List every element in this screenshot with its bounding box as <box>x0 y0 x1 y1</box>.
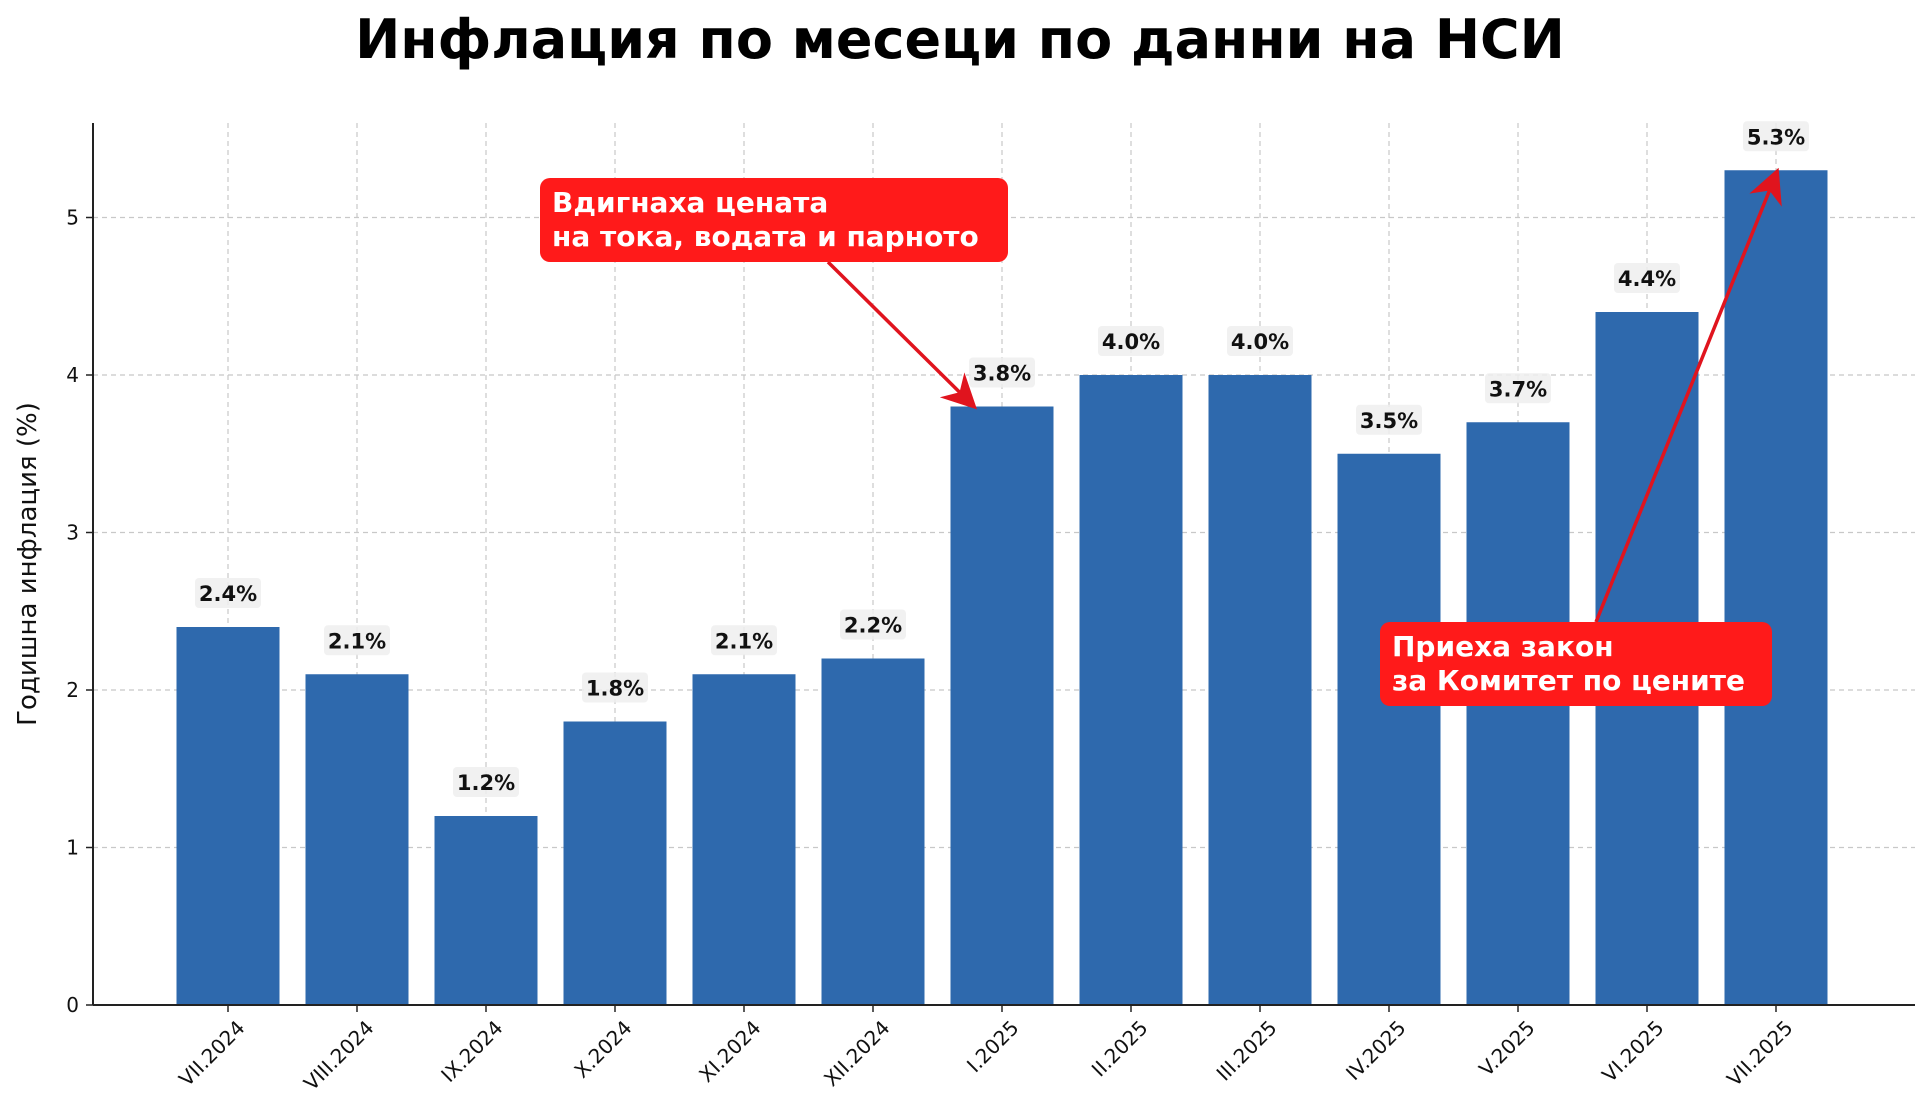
data-label: 3.5% <box>1360 409 1418 433</box>
data-label-bg <box>840 609 906 640</box>
annotation-text: Приеха закон <box>1392 630 1614 663</box>
data-label: 2.1% <box>715 629 773 653</box>
annotation-text: на тока, водата и парното <box>552 220 979 253</box>
data-label-bg <box>1227 326 1293 356</box>
x-tick-label: VII.2025 <box>1722 1016 1797 1091</box>
annotation-box <box>540 178 1008 262</box>
bar <box>1337 453 1441 1005</box>
y-tick-label: 5 <box>66 206 79 230</box>
x-tick-label: XII.2024 <box>819 1016 894 1091</box>
y-tick-label: 1 <box>66 836 79 860</box>
data-label: 2.2% <box>844 614 902 638</box>
data-label-bg <box>1485 373 1551 404</box>
y-tick-label: 4 <box>66 363 79 387</box>
x-tick-label: VIII.2024 <box>299 1016 379 1096</box>
annotation-text: за Комитет по цените <box>1392 664 1745 697</box>
bar <box>692 674 796 1005</box>
data-label-bg <box>195 578 261 608</box>
data-label: 4.0% <box>1231 330 1289 354</box>
data-label-bg <box>1743 121 1809 152</box>
y-tick-label: 3 <box>66 521 79 545</box>
annotation-arrow <box>1594 167 1782 623</box>
data-label-bg <box>1356 404 1422 435</box>
labels-layer: 2.4% 2.1% 1.2% 1.8% 2.1% 2.2% 3.8% 4.0% 4.0% 3.5%… <box>195 121 1809 797</box>
chart-title: Инфлация по месеци по данни на НСИ <box>355 8 1565 71</box>
data-label: 3.8% <box>973 362 1031 386</box>
data-label: 1.2% <box>457 771 515 795</box>
data-label-bg <box>711 625 777 656</box>
bar <box>1079 375 1183 1005</box>
y-axis-label: Годишна инфлация (%) <box>13 402 43 726</box>
annotation-box <box>1380 622 1772 706</box>
x-tick-label: XI.2024 <box>694 1016 765 1087</box>
bar <box>1724 170 1828 1005</box>
data-label-bg <box>1614 263 1680 293</box>
x-tick-label: VII.2024 <box>174 1016 249 1091</box>
annotation-arrow <box>826 260 977 410</box>
data-label: 1.8% <box>586 677 644 701</box>
bar <box>1208 375 1312 1005</box>
x-tick-label: VI.2025 <box>1597 1016 1668 1087</box>
x-tick-label: I.2025 <box>962 1016 1024 1078</box>
bar <box>563 721 667 1005</box>
x-tick-label: IV.2025 <box>1341 1016 1410 1085</box>
bar <box>434 816 538 1005</box>
data-label-bg <box>1098 326 1164 356</box>
data-label-bg <box>582 672 648 703</box>
y-tick-label: 2 <box>66 678 79 702</box>
bar <box>950 406 1054 1005</box>
x-tick-label: X.2024 <box>569 1016 636 1083</box>
data-label: 4.0% <box>1102 330 1160 354</box>
bar <box>176 627 280 1005</box>
data-label: 2.4% <box>199 582 257 606</box>
data-label-bg <box>453 767 519 797</box>
data-label: 2.1% <box>328 629 386 653</box>
x-tick-label: IX.2024 <box>436 1016 507 1087</box>
data-label-bg <box>969 357 1035 388</box>
data-label: 4.4% <box>1618 267 1676 291</box>
annotation-text: Вдигнаха цената <box>552 186 828 219</box>
bar <box>1466 422 1570 1005</box>
data-label: 3.7% <box>1489 377 1547 401</box>
data-label-bg <box>324 625 390 656</box>
x-tick-label: III.2025 <box>1212 1016 1282 1086</box>
data-label: 5.3% <box>1747 125 1805 149</box>
x-tick-label: II.2025 <box>1087 1016 1153 1082</box>
y-tick-label: 0 <box>66 993 79 1017</box>
bar <box>305 674 409 1005</box>
bar <box>821 658 925 1005</box>
x-tick-label: V.2025 <box>1474 1016 1539 1081</box>
